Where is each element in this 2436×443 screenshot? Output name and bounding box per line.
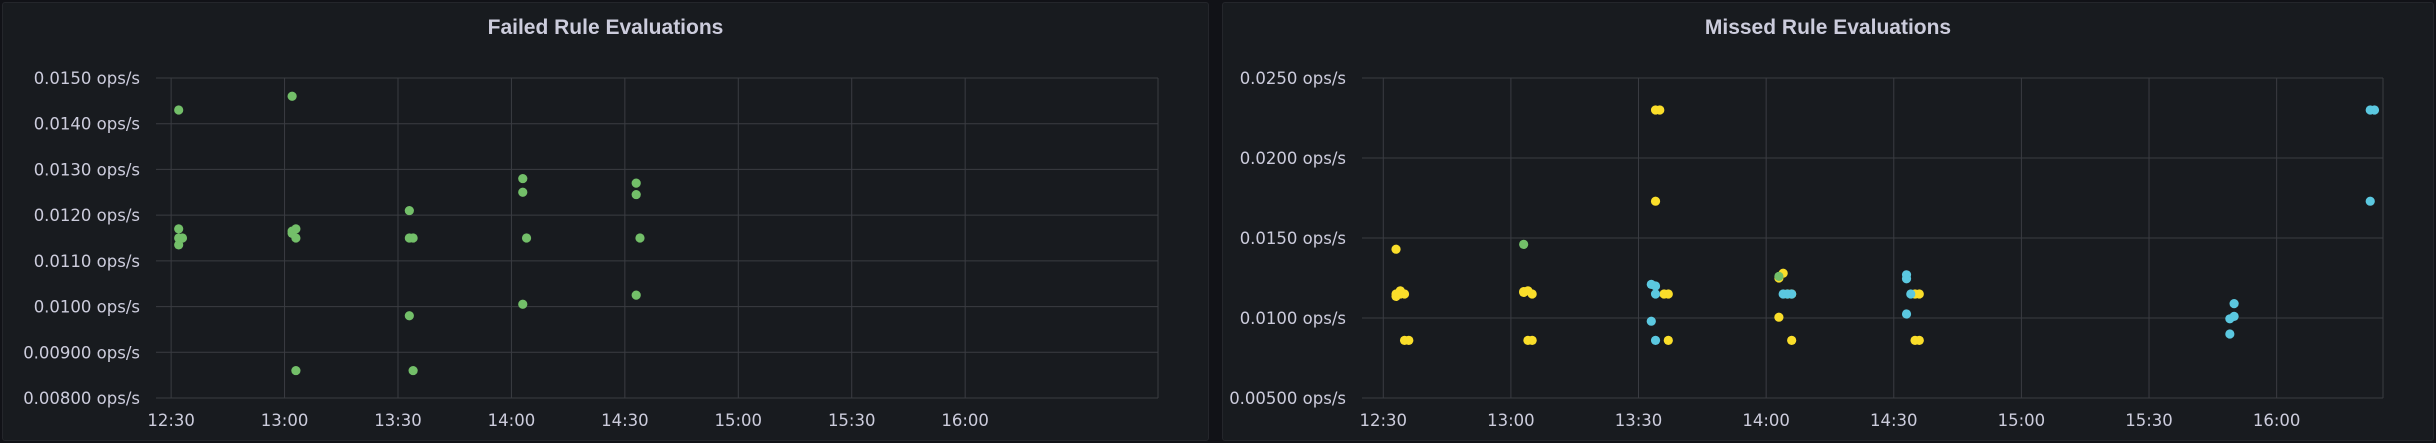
- data-point: [1663, 335, 1673, 345]
- data-point: [1787, 335, 1797, 345]
- y-tick-label: 0.0200 ops/s: [1240, 149, 1346, 168]
- data-point: [1519, 239, 1529, 249]
- data-point: [287, 91, 297, 101]
- series-2: [1646, 105, 2380, 345]
- y-tick-label: 0.0250 ops/s: [1240, 69, 1346, 88]
- data-point: [635, 233, 645, 243]
- data-point: [174, 224, 184, 234]
- x-tick-label: 15:00: [715, 411, 763, 430]
- data-point: [631, 189, 641, 200]
- data-point: [2365, 196, 2375, 206]
- data-point: [1663, 289, 1673, 299]
- grid: [1362, 77, 2384, 399]
- data-point: [1787, 289, 1797, 299]
- data-point: [1646, 316, 1656, 326]
- x-tick-label: 15:30: [828, 411, 876, 430]
- y-tick-label: 0.0130 ops/s: [34, 160, 140, 179]
- x-tick-label: 15:30: [2125, 411, 2173, 430]
- y-tick-label: 0.00800 ops/s: [23, 389, 140, 408]
- y-tick-label: 0.0100 ops/s: [34, 298, 140, 317]
- data-point: [404, 205, 414, 216]
- data-point: [174, 240, 184, 250]
- data-point: [408, 233, 418, 243]
- panel-title[interactable]: Failed Rule Evaluations: [487, 16, 724, 39]
- data-point: [408, 365, 418, 376]
- x-tick-label: 13:00: [1487, 411, 1535, 430]
- y-tick-label: 0.00900 ops/s: [23, 343, 140, 362]
- x-tick-label: 15:00: [1998, 411, 2046, 430]
- x-tick-label: 16:00: [941, 411, 989, 430]
- data-point: [174, 105, 184, 115]
- series-0: [174, 91, 645, 376]
- data-point: [518, 299, 528, 309]
- data-point: [1650, 289, 1661, 299]
- data-point: [631, 178, 641, 188]
- y-tick-label: 0.0140 ops/s: [34, 115, 140, 134]
- data-point: [1901, 309, 1912, 319]
- data-point: [2369, 105, 2380, 115]
- x-tick-label: 14:00: [1742, 411, 1790, 430]
- data-point: [291, 365, 301, 376]
- data-point: [291, 233, 301, 243]
- series-1: [1519, 239, 1784, 281]
- x-tick-label: 14:30: [1870, 411, 1918, 430]
- panel-failed-rule-evaluations[interactable]: Failed Rule Evaluations 0.0150 ops/s 0.01…: [2, 2, 1209, 441]
- data-point: [1906, 289, 1916, 299]
- panel-missed-rule-evaluations[interactable]: Missed Rule Evaluations 0.0250 ops/s 0.02…: [1222, 2, 2434, 441]
- grid: [156, 77, 1159, 399]
- x-tick-label: 13:00: [261, 411, 309, 430]
- y-tick-label: 0.0110 ops/s: [34, 252, 140, 271]
- x-tick-label: 14:00: [488, 411, 536, 430]
- panel-title[interactable]: Missed Rule Evaluations: [1704, 16, 1952, 39]
- y-tick-label: 0.00500 ops/s: [1229, 389, 1346, 408]
- data-point: [1901, 274, 1912, 284]
- data-point: [404, 311, 414, 321]
- x-tick-label: 13:30: [1615, 411, 1663, 430]
- data-point: [2229, 311, 2239, 321]
- data-point: [177, 233, 188, 243]
- data-point: [291, 224, 301, 234]
- chart-failed-rule-evaluations: 0.0150 ops/s 0.0140 ops/s 0.0130 ops/s 0.01…: [23, 69, 1159, 430]
- data-point: [1914, 335, 1924, 345]
- x-tick-label: 13:30: [374, 411, 422, 430]
- x-tick-label: 16:00: [2253, 411, 2301, 430]
- data-point: [1650, 335, 1661, 345]
- y-tick-label: 0.0120 ops/s: [34, 206, 140, 225]
- data-point: [1404, 335, 1414, 345]
- data-point: [1774, 271, 1784, 281]
- y-tick-label: 0.0100 ops/s: [1240, 309, 1346, 328]
- data-point: [1527, 335, 1537, 345]
- data-point: [1914, 289, 1924, 299]
- data-point: [1774, 312, 1784, 322]
- x-tick-label: 12:30: [1359, 411, 1407, 430]
- data-point: [1391, 244, 1401, 254]
- data-point: [1650, 281, 1661, 291]
- data-point: [1655, 105, 1665, 115]
- data-point: [521, 233, 532, 243]
- data-point: [2229, 299, 2239, 309]
- x-tick-label: 12:30: [147, 411, 195, 430]
- data-point: [631, 290, 641, 300]
- data-point: [1527, 289, 1537, 299]
- series-0: [1391, 105, 1924, 345]
- data-point: [1399, 289, 1410, 299]
- y-tick-label: 0.0150 ops/s: [1240, 229, 1346, 248]
- data-point: [518, 173, 528, 184]
- chart-missed-rule-evaluations: 0.0250 ops/s 0.0200 ops/s 0.0150 ops/s 0.01…: [1229, 69, 2384, 430]
- x-tick-label: 14:30: [601, 411, 649, 430]
- data-point: [1650, 196, 1661, 206]
- data-point: [518, 187, 528, 197]
- y-tick-label: 0.0150 ops/s: [34, 69, 140, 88]
- data-point: [2225, 329, 2235, 339]
